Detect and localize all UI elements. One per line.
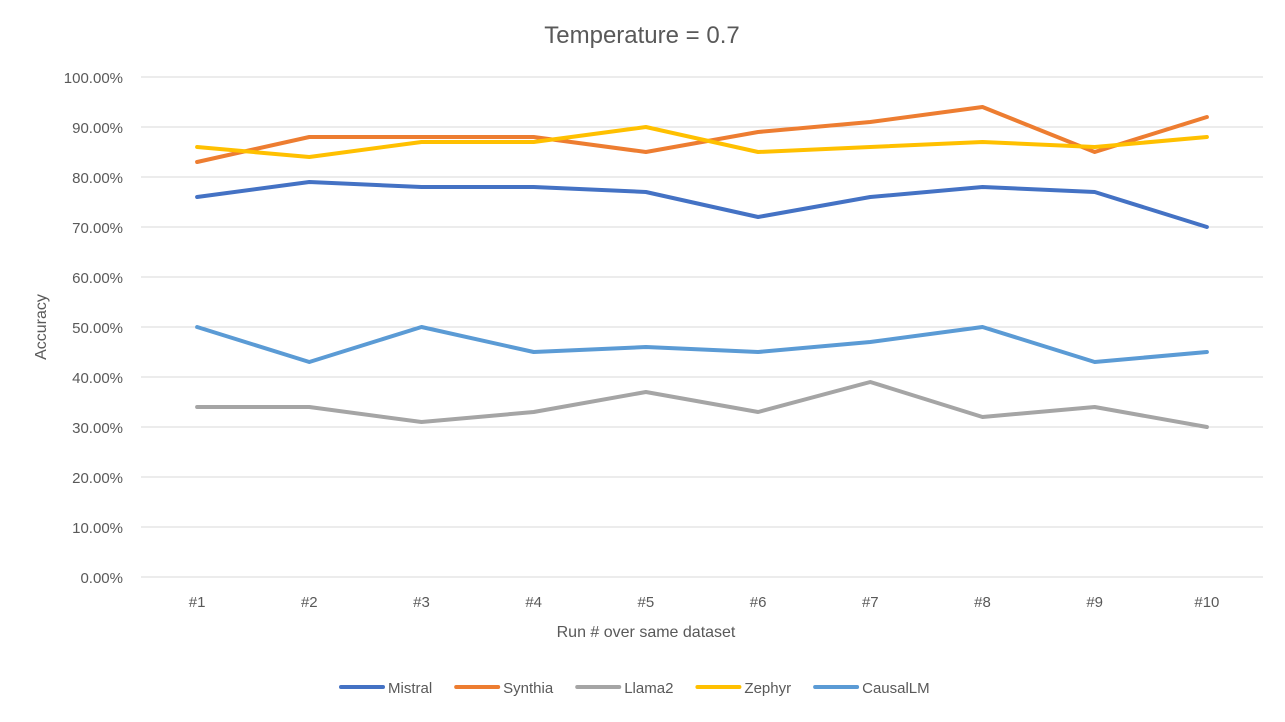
legend: Mistral Synthia Llama2 Zephyr CausalLM bbox=[339, 680, 930, 697]
x-tick-label: #9 bbox=[1086, 594, 1103, 611]
x-tick-label: #4 bbox=[525, 594, 542, 611]
legend-item-synthia: Synthia bbox=[454, 680, 554, 697]
legend-label: CausalLM bbox=[862, 680, 930, 697]
y-axis-label: Accuracy bbox=[33, 294, 50, 360]
x-tick-label: #6 bbox=[750, 594, 767, 611]
legend-item-causallm: CausalLM bbox=[813, 680, 930, 697]
gridlines bbox=[141, 76, 1263, 578]
y-axis-ticks: 0.00% 10.00% 20.00% 30.00% 40.00% 50.00% 60.00… bbox=[64, 70, 123, 587]
series-line-zephyr bbox=[195, 125, 1209, 159]
series-line-llama2 bbox=[195, 380, 1209, 429]
y-tick-label: 40.00% bbox=[72, 370, 123, 387]
y-tick-label: 60.00% bbox=[72, 270, 123, 287]
x-tick-label: #7 bbox=[862, 594, 879, 611]
x-tick-label: #3 bbox=[413, 594, 430, 611]
x-axis-ticks: #1 #2 #3 #4 #5 #6 #7 #8 #9 #10 bbox=[189, 594, 1220, 611]
legend-item-llama2: Llama2 bbox=[575, 680, 673, 697]
y-tick-label: 90.00% bbox=[72, 120, 123, 137]
x-tick-label: #2 bbox=[301, 594, 318, 611]
series-line-synthia bbox=[195, 105, 1209, 164]
x-tick-label: #8 bbox=[974, 594, 991, 611]
series-line-causallm bbox=[195, 325, 1209, 364]
y-tick-label: 50.00% bbox=[72, 320, 123, 337]
y-tick-label: 20.00% bbox=[72, 470, 123, 487]
legend-item-mistral: Mistral bbox=[339, 680, 432, 697]
chart-title: Temperature = 0.7 bbox=[544, 22, 739, 49]
series-line-mistral bbox=[195, 180, 1209, 229]
x-tick-label: #5 bbox=[638, 594, 655, 611]
legend-item-zephyr: Zephyr bbox=[695, 680, 791, 697]
y-tick-label: 80.00% bbox=[72, 170, 123, 187]
y-tick-label: 70.00% bbox=[72, 220, 123, 237]
legend-label: Mistral bbox=[388, 680, 432, 697]
legend-label: Synthia bbox=[503, 680, 554, 697]
x-tick-label: #10 bbox=[1194, 594, 1219, 611]
y-tick-label: 100.00% bbox=[64, 70, 123, 87]
y-tick-label: 30.00% bbox=[72, 420, 123, 437]
legend-label: Llama2 bbox=[624, 680, 673, 697]
series-lines bbox=[195, 105, 1209, 429]
y-tick-label: 0.00% bbox=[80, 570, 123, 587]
x-tick-label: #1 bbox=[189, 594, 206, 611]
x-axis-label: Run # over same dataset bbox=[557, 624, 736, 641]
legend-label: Zephyr bbox=[744, 680, 791, 697]
y-tick-label: 10.00% bbox=[72, 520, 123, 537]
